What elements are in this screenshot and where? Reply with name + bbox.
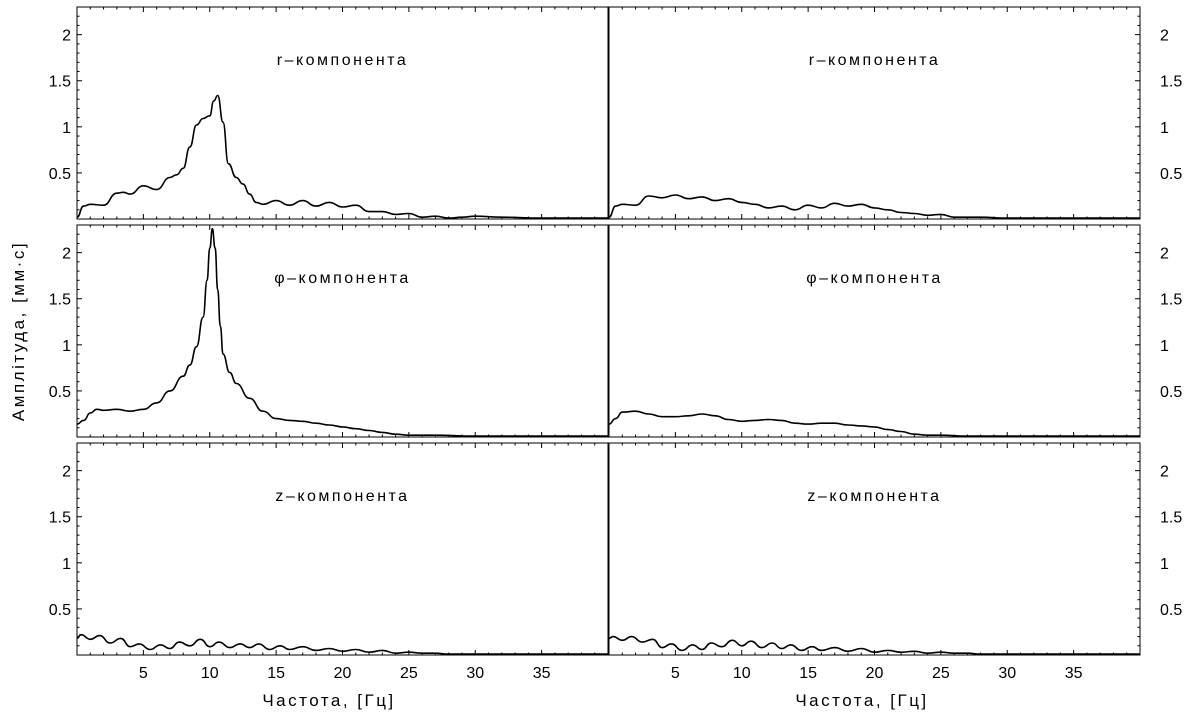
series-line bbox=[608, 410, 1140, 437]
y-tick-label: 0.5 bbox=[1160, 384, 1182, 401]
x-tick-label: 5 bbox=[671, 665, 680, 682]
panel-title: z–компонента bbox=[807, 488, 941, 505]
x-tick-label: 15 bbox=[799, 665, 817, 682]
y-tick-label: 1 bbox=[1160, 338, 1169, 355]
x-tick-label: 25 bbox=[932, 665, 950, 682]
x-tick-label: 5 bbox=[139, 665, 148, 682]
y-tick-label: 1.5 bbox=[1160, 292, 1182, 309]
y-tick-label: 0.5 bbox=[1160, 602, 1182, 619]
panel-frame bbox=[76, 442, 609, 656]
x-tick-label: 10 bbox=[733, 665, 751, 682]
panel-frame bbox=[608, 6, 1141, 220]
y-tick-label: 2 bbox=[1160, 464, 1169, 481]
y-tick-label: 0.5 bbox=[1160, 166, 1182, 183]
panel-title: φ–компонента bbox=[274, 270, 411, 287]
series-line bbox=[608, 635, 1140, 655]
panel-row2-right: 0.5 1 1.5 2 φ–компонента bbox=[608, 224, 1182, 438]
x-axis-title-right: Частота, [Гц] bbox=[795, 691, 928, 710]
x-tick-label: 30 bbox=[466, 665, 484, 682]
y-axis-title: Амплітуда, [мм·с] bbox=[9, 241, 28, 421]
y-tick-label: 2 bbox=[62, 28, 71, 45]
y-tick-label: 2 bbox=[62, 464, 71, 481]
x-tick-label: 20 bbox=[334, 665, 352, 682]
panels-group: 0.5 1 1.5 2 r–компонента 0.5 1 1.5 2 r–компонента… bbox=[49, 6, 1182, 682]
y-tick-label: 1.5 bbox=[1160, 74, 1182, 91]
x-axis-title-left: Частота, [Гц] bbox=[262, 691, 395, 710]
panel-title: r–компонента bbox=[809, 52, 940, 69]
panel-row1-right: 0.5 1 1.5 2 r–компонента bbox=[608, 6, 1182, 220]
y-tick-label: 1 bbox=[1160, 120, 1169, 137]
panel-title: φ–компонента bbox=[806, 270, 943, 287]
x-tick-label: 20 bbox=[866, 665, 884, 682]
y-tick-label: 1 bbox=[62, 556, 71, 573]
panel-row3-right: 0.511.525 10 15 20 25 30 35z–компонента bbox=[608, 442, 1182, 682]
y-tick-label: 2 bbox=[1160, 28, 1169, 45]
x-tick-label: 35 bbox=[1065, 665, 1083, 682]
y-tick-label: 1 bbox=[62, 338, 71, 355]
panel-frame bbox=[608, 442, 1141, 656]
y-tick-label: 0.5 bbox=[49, 384, 71, 401]
x-tick-label: 25 bbox=[400, 665, 418, 682]
series-line bbox=[76, 94, 608, 219]
series-line bbox=[76, 633, 608, 655]
y-tick-label: 2 bbox=[1160, 246, 1169, 263]
x-tick-label: 35 bbox=[533, 665, 551, 682]
y-tick-label: 1.5 bbox=[49, 74, 71, 91]
y-tick-label: 0.5 bbox=[49, 602, 71, 619]
panel-frame bbox=[76, 6, 609, 220]
y-tick-label: 1.5 bbox=[1160, 510, 1182, 527]
y-tick-label: 1.5 bbox=[49, 510, 71, 527]
panel-frame bbox=[608, 224, 1141, 438]
panel-row3-left: 0.511.525 10 15 20 25 30 35z–компонента bbox=[49, 442, 609, 682]
y-tick-label: 0.5 bbox=[49, 166, 71, 183]
series-line bbox=[608, 194, 1140, 219]
panel-frame bbox=[76, 224, 609, 438]
y-tick-label: 1.5 bbox=[49, 292, 71, 309]
x-tick-label: 10 bbox=[201, 665, 219, 682]
panel-title: r–компонента bbox=[277, 52, 408, 69]
y-tick-label: 1 bbox=[62, 120, 71, 137]
panel-row1-left: 0.5 1 1.5 2 r–компонента bbox=[49, 6, 609, 220]
panel-title: z–компонента bbox=[275, 488, 409, 505]
y-tick-label: 1 bbox=[1160, 556, 1169, 573]
series-line bbox=[76, 227, 608, 437]
y-tick-label: 2 bbox=[62, 246, 71, 263]
x-tick-label: 30 bbox=[998, 665, 1016, 682]
panel-row2-left: 0.5 1 1.5 2 φ–компонента bbox=[49, 224, 609, 438]
x-tick-label: 15 bbox=[267, 665, 285, 682]
